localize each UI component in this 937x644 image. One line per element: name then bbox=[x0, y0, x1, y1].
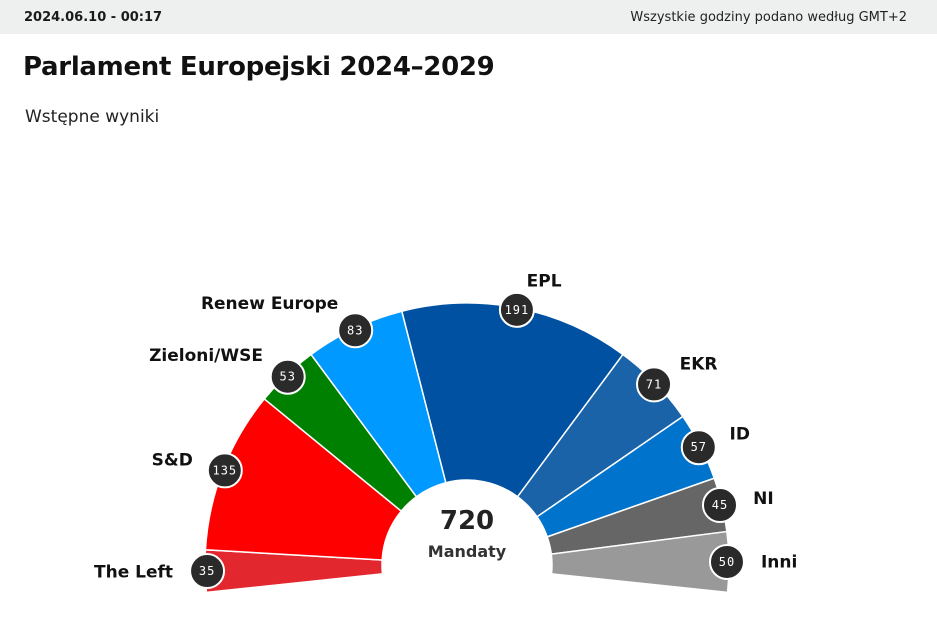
segment-epl bbox=[400, 302, 625, 498]
party-label-id: ID bbox=[730, 425, 750, 445]
party-label-ni: NI bbox=[753, 489, 774, 509]
badge-ni bbox=[701, 487, 738, 524]
seat-count-epl: 191 bbox=[505, 303, 530, 317]
badge-renew-europe bbox=[337, 312, 374, 349]
party-label-epl: EPL bbox=[527, 271, 562, 291]
seat-count-sandd: 135 bbox=[212, 463, 237, 477]
seat-count-ni: 45 bbox=[712, 498, 728, 512]
party-label-inni: Inni bbox=[761, 553, 797, 573]
timestamp: 2024.06.10 - 00:17 bbox=[24, 9, 163, 25]
badge-ekr bbox=[636, 366, 673, 403]
chart-labels: The Left S&D Zieloni/WSE Renew Europe EPL EKR… bbox=[94, 271, 797, 582]
seat-count-the-left: 35 bbox=[199, 564, 215, 578]
seat-count-id: 57 bbox=[691, 440, 707, 454]
page-title: Parlament Europejski 2024–2029 bbox=[23, 52, 495, 82]
seat-count-ekr: 71 bbox=[646, 377, 662, 391]
badge-epl bbox=[498, 291, 535, 328]
timezone-note: Wszystkie godziny podano według GMT+2 bbox=[630, 9, 907, 25]
chart-badges: 35 135 53 83 191 71 57 45 50 bbox=[189, 291, 745, 590]
party-label-sandd: S&D bbox=[152, 450, 193, 470]
total-seats-label: Mandaty bbox=[428, 542, 507, 561]
badge-sandd bbox=[206, 452, 243, 489]
party-label-zieloni-wse: Zieloni/WSE bbox=[149, 346, 263, 366]
badge-zieloni-wse bbox=[269, 358, 306, 395]
seat-count-renew-europe: 83 bbox=[347, 323, 363, 337]
party-label-ekr: EKR bbox=[680, 355, 718, 375]
top-bar: 2024.06.10 - 00:17 Wszystkie godziny pod… bbox=[0, 0, 937, 34]
page-subtitle: Wstępne wyniki bbox=[25, 107, 160, 127]
segment-sandd bbox=[204, 397, 403, 561]
badge-inni bbox=[708, 543, 745, 580]
badge-the-left bbox=[189, 553, 226, 590]
seat-count-inni: 50 bbox=[719, 555, 735, 569]
party-label-the-left: The Left bbox=[94, 563, 173, 583]
badge-id bbox=[680, 429, 717, 466]
seat-count-zieloni-wse: 53 bbox=[279, 370, 295, 384]
party-label-renew-europe: Renew Europe bbox=[201, 294, 338, 314]
total-seats-value: 720 bbox=[440, 506, 494, 536]
